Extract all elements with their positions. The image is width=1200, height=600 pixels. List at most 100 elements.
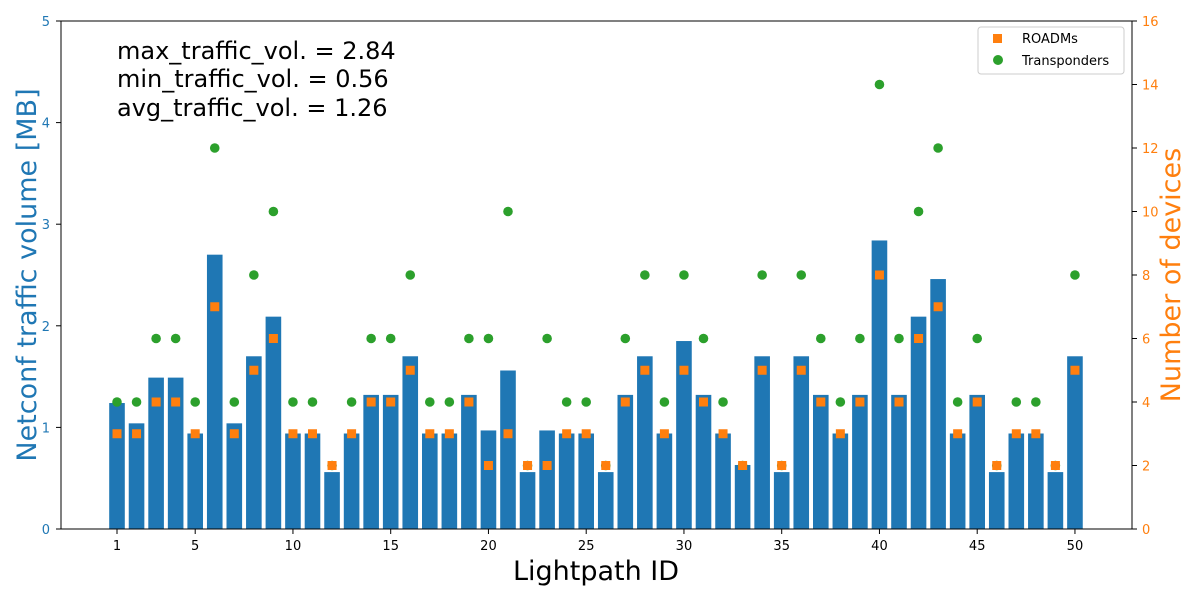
bar-lightpath-32 bbox=[715, 433, 731, 529]
transponders-point-21 bbox=[503, 206, 513, 217]
x-tick-label-20: 20 bbox=[480, 539, 497, 554]
roadms-point-31 bbox=[699, 397, 708, 407]
bar-lightpath-48 bbox=[1028, 433, 1044, 529]
x-tick-label-5: 5 bbox=[191, 539, 199, 554]
stat-max-traffic: max_traffic_vol. = 2.84 bbox=[117, 37, 396, 65]
roadms-point-25 bbox=[581, 429, 591, 439]
roadms-point-13 bbox=[347, 429, 357, 439]
transponders-point-15 bbox=[385, 333, 396, 344]
bar-lightpath-5 bbox=[187, 433, 203, 529]
bar-lightpath-39 bbox=[852, 394, 868, 529]
transponders-point-42 bbox=[913, 206, 924, 217]
roadms-point-4 bbox=[171, 397, 181, 407]
bar-lightpath-44 bbox=[949, 433, 966, 529]
x-axis-label: Lightpath ID bbox=[513, 556, 679, 587]
bar-lightpath-6 bbox=[206, 254, 223, 529]
transponders-point-16 bbox=[405, 270, 416, 280]
x-tick-label-45: 45 bbox=[969, 539, 986, 554]
bar-lightpath-43 bbox=[930, 279, 946, 529]
bar-lightpath-22 bbox=[519, 472, 536, 529]
transponders-point-29 bbox=[659, 397, 670, 407]
transponders-point-17 bbox=[425, 397, 435, 407]
roadms-point-1 bbox=[112, 429, 122, 439]
bar-lightpath-26 bbox=[597, 472, 614, 529]
transponders-point-3 bbox=[151, 333, 161, 344]
transponders-point-41 bbox=[894, 333, 904, 344]
roadms-point-42 bbox=[914, 334, 924, 343]
transponders-point-39 bbox=[855, 333, 865, 344]
transponders-point-6 bbox=[209, 143, 220, 153]
roadms-point-44 bbox=[953, 429, 963, 439]
bar-lightpath-23 bbox=[539, 430, 555, 529]
bar-lightpath-34 bbox=[754, 356, 770, 529]
right-y-tick-label-16: 16 bbox=[1142, 15, 1159, 30]
bar-lightpath-25 bbox=[578, 433, 594, 529]
bar-lightpath-42 bbox=[910, 316, 927, 529]
bar-lightpath-3 bbox=[148, 377, 164, 529]
roadms-point-17 bbox=[425, 429, 435, 439]
transponders-point-11 bbox=[307, 397, 318, 407]
x-tick-label-1: 1 bbox=[113, 539, 121, 554]
markers-layer bbox=[112, 79, 1080, 471]
roadms-point-21 bbox=[503, 429, 513, 439]
legend-box bbox=[977, 26, 1125, 75]
bar-lightpath-21 bbox=[500, 370, 516, 529]
bar-lightpath-24 bbox=[558, 433, 575, 529]
roadms-point-24 bbox=[562, 429, 572, 439]
roadms-point-12 bbox=[327, 461, 337, 470]
bar-lightpath-12 bbox=[324, 472, 340, 529]
stat-min-traffic: min_traffic_vol. = 0.56 bbox=[117, 65, 389, 93]
transponders-point-36 bbox=[796, 270, 807, 280]
right-y-tick-label-12: 12 bbox=[1142, 142, 1159, 157]
right-axis-label: Number of devices bbox=[1156, 148, 1187, 402]
roadms-point-36 bbox=[796, 365, 806, 375]
roadms-point-49 bbox=[1050, 461, 1060, 470]
legend-roadms-label: ROADMs bbox=[1022, 32, 1078, 47]
bar-lightpath-31 bbox=[695, 394, 712, 529]
transponders-point-19 bbox=[464, 333, 474, 344]
bar-lightpath-2 bbox=[128, 423, 145, 529]
right-y-tick-label-14: 14 bbox=[1142, 79, 1159, 94]
bar-lightpath-30 bbox=[676, 341, 692, 529]
transponders-point-9 bbox=[268, 206, 279, 217]
roadms-point-7 bbox=[229, 429, 239, 439]
right-y-tick-label-4: 4 bbox=[1142, 396, 1150, 411]
roadms-point-46 bbox=[992, 461, 1002, 470]
bar-lightpath-4 bbox=[167, 377, 184, 529]
x-tick-label-25: 25 bbox=[578, 539, 595, 554]
transponders-point-7 bbox=[229, 397, 240, 407]
transponders-point-4 bbox=[170, 333, 181, 344]
legend-roadms-marker bbox=[993, 34, 1002, 43]
bar-lightpath-10 bbox=[285, 433, 301, 529]
bar-lightpath-7 bbox=[226, 423, 243, 529]
transponders-point-31 bbox=[698, 333, 709, 344]
x-tick-label-40: 40 bbox=[871, 539, 888, 554]
roadms-point-38 bbox=[835, 429, 845, 439]
roadms-point-10 bbox=[288, 429, 298, 439]
transponders-point-23 bbox=[542, 333, 552, 344]
bar-lightpath-11 bbox=[304, 433, 321, 529]
bar-lightpath-20 bbox=[480, 430, 497, 529]
bar-lightpath-37 bbox=[813, 394, 829, 529]
roadms-point-50 bbox=[1070, 365, 1080, 375]
transponders-point-48 bbox=[1031, 397, 1041, 407]
roadms-point-34 bbox=[757, 365, 767, 375]
stat-avg-traffic: avg_traffic_vol. = 1.26 bbox=[117, 94, 388, 122]
roadms-point-29 bbox=[659, 429, 669, 439]
bar-lightpath-15 bbox=[382, 394, 399, 529]
roadms-point-27 bbox=[620, 397, 630, 407]
right-y-tick-label-10: 10 bbox=[1142, 206, 1159, 221]
transponders-point-13 bbox=[346, 397, 357, 407]
x-tick-label-15: 15 bbox=[382, 539, 399, 554]
roadms-point-32 bbox=[718, 429, 728, 439]
transponders-point-43 bbox=[933, 143, 943, 153]
right-y-tick-label-0: 0 bbox=[1142, 523, 1150, 538]
bar-lightpath-40 bbox=[871, 240, 888, 529]
left-y-tick-label-3: 3 bbox=[42, 218, 50, 233]
stats-annotations: max_traffic_vol. = 2.84 min_traffic_vol.… bbox=[117, 37, 396, 122]
bar-lightpath-17 bbox=[422, 433, 438, 529]
roadms-point-23 bbox=[542, 461, 552, 470]
bar-lightpath-50 bbox=[1067, 356, 1083, 529]
roadms-point-33 bbox=[738, 461, 748, 470]
